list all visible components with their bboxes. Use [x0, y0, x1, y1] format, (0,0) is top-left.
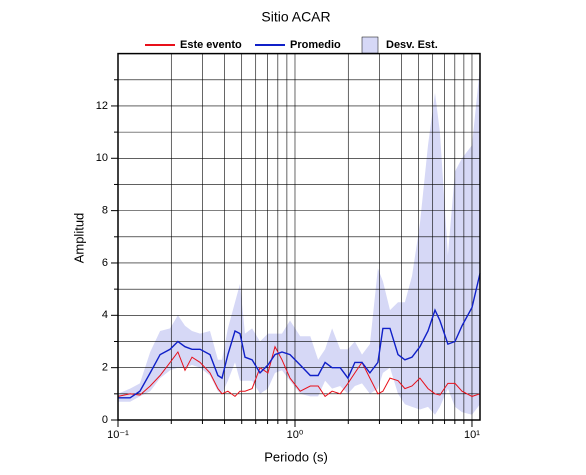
- y-tick-label: 4: [102, 309, 108, 321]
- legend-label: Este evento: [180, 39, 242, 51]
- legend-label: Promedio: [290, 39, 341, 51]
- y-tick-label: 2: [102, 362, 108, 374]
- x-axis-label: Periodo (s): [264, 449, 328, 464]
- x-tick-label: 10⁻¹: [107, 429, 129, 441]
- y-tick-label: 0: [102, 414, 108, 426]
- y-tick-label: 12: [96, 100, 108, 112]
- series-line: [117, 345, 481, 398]
- series-line: [118, 273, 481, 399]
- legend-swatch: [361, 36, 379, 54]
- std-band: [118, 66, 480, 415]
- y-tick-label: 6: [102, 257, 108, 269]
- legend-label: Desv. Est.: [386, 39, 438, 51]
- y-axis-label: Amplitud: [71, 213, 86, 264]
- chart-title: Sitio ACAR: [261, 9, 330, 25]
- plot-frame: [117, 52, 481, 421]
- x-tick-label: 10¹: [464, 429, 480, 441]
- x-tick-label: 10⁰: [287, 429, 304, 441]
- y-tick-label: 10: [96, 152, 108, 164]
- y-tick-label: 8: [102, 205, 108, 217]
